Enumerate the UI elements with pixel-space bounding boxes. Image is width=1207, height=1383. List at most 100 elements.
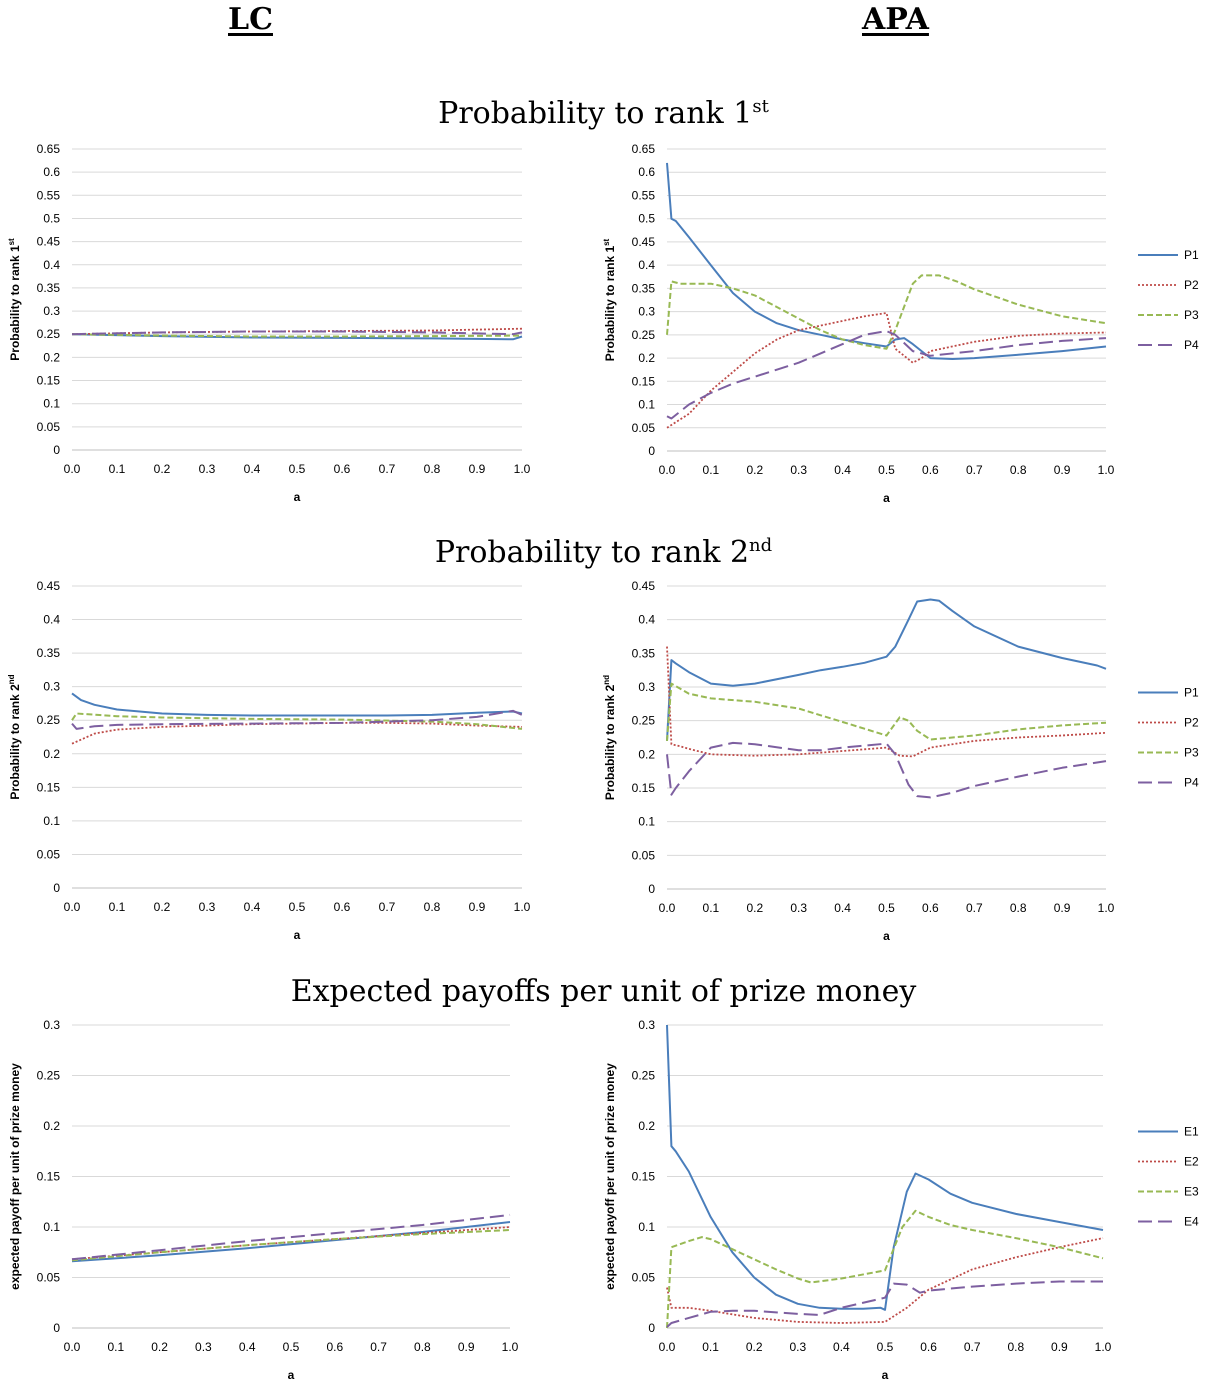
- lc-payoff-xtick-label: 0.5: [283, 1340, 300, 1354]
- lc-payoff-xtick-label: 0.9: [458, 1340, 475, 1354]
- lc-rank2-xtick-label: 0.8: [424, 900, 441, 914]
- apa-rank2-ytick-label: 0.05: [632, 848, 656, 862]
- lc-rank1-xtick-label: 1.0: [514, 462, 531, 476]
- lc-rank2-series-s1-line: [71, 692, 523, 717]
- apa-rank1-legend-label-p1: P1: [1184, 248, 1199, 262]
- lc-rank1-xtick-label: 0.4: [244, 462, 261, 476]
- apa-rank2-series-p2-line: [666, 646, 1107, 758]
- apa-rank1-ytick-label: 0.1: [638, 398, 655, 412]
- lc-rank1-ytick-label: 0.5: [43, 211, 60, 225]
- apa-rank1-ytick-label: 0.25: [632, 328, 656, 342]
- apa-rank2-ytick-label: 0.2: [638, 747, 655, 761]
- apa-rank2-chart: 0 0.05 0.1 0.15 0.2 0.25 0.3 0.35 0.4 0.45 0.0 0.1 0…: [602, 579, 1199, 943]
- apa-rank1-xtick-label: 0.7: [966, 463, 983, 477]
- lc-rank1-ytick-label: 0: [53, 443, 60, 457]
- apa-rank2-series-p4-line: [666, 741, 1107, 799]
- lc-rank1-chart: 0 0.05 0.1 0.15 0.2 0.25 0.3 0.35 0.4 0.45 0.5 0.55…: [7, 142, 531, 504]
- apa-rank1-legend-label-p3: P3: [1184, 308, 1199, 322]
- apa-rank1-ytick-label: 0.5: [638, 212, 655, 226]
- lc-rank2-ytick-label: 0.45: [37, 579, 61, 593]
- apa-rank1-ylabel: Probability to rank 1st: [602, 238, 617, 361]
- lc-rank1-ytick-label: 0.45: [37, 235, 61, 249]
- apa-payoff-xtick-label: 0.8: [1007, 1340, 1024, 1354]
- apa-payoff-series-e2-line: [666, 1237, 1104, 1324]
- lc-rank2-ytick-label: 0: [53, 881, 60, 895]
- apa-rank1-xtick-label: 0.1: [703, 463, 720, 477]
- apa-rank2-xtick-label: 0.8: [1010, 901, 1027, 915]
- apa-payoff-xtick-label: 0.3: [789, 1340, 806, 1354]
- apa-payoff-legend-label-e4: E4: [1184, 1215, 1199, 1229]
- lc-rank2-xtick-label: 0.7: [379, 900, 396, 914]
- apa-rank2-series-p1-line: [666, 598, 1107, 741]
- lc-rank2-ytick-label: 0.25: [37, 713, 61, 727]
- apa-rank1-legend-label-p2: P2: [1184, 278, 1199, 292]
- lc-payoff-ytick-label: 0.3: [43, 1018, 60, 1032]
- lc-payoff-series-s1-line: [71, 1221, 511, 1263]
- lc-rank2-xtick-label: 0.3: [199, 900, 216, 914]
- apa-rank2-legend-label-p1: P1: [1184, 686, 1199, 700]
- apa-payoff-ytick-label: 0.05: [632, 1271, 656, 1285]
- apa-rank2-xtick-label: 0.9: [1054, 901, 1071, 915]
- lc-rank2-ytick-label: 0.4: [43, 613, 60, 627]
- row-title-rank1: Probability to rank 1st: [0, 96, 1207, 131]
- apa-payoff-xtick-label: 0.5: [877, 1340, 894, 1354]
- lc-rank1-series-s4-line: [71, 330, 523, 336]
- lc-rank1-xtick-label: 0.1: [109, 462, 126, 476]
- apa-rank1-xtick-label: 1.0: [1098, 463, 1115, 477]
- lc-rank1-ytick-label: 0.05: [37, 420, 61, 434]
- apa-rank1-xtick-label: 0.2: [746, 463, 763, 477]
- apa-payoff-chart: 0 0.05 0.1 0.15 0.2 0.25 0.3 0.0 0.1 0.2 0.3 0.4 0.5…: [603, 1018, 1199, 1382]
- lc-rank1-ytick-label: 0.4: [43, 258, 60, 272]
- lc-rank2-series-s4-line: [71, 709, 523, 730]
- apa-rank1-ytick-label: 0.3: [638, 305, 655, 319]
- lc-rank1-xtick-label: 0.0: [64, 462, 81, 476]
- apa-rank2-xtick-label: 0.1: [703, 901, 720, 915]
- apa-rank2-ytick-label: 0.35: [632, 646, 656, 660]
- lc-rank2-ylabel: Probability to rank 2nd: [7, 674, 22, 799]
- lc-rank1-xlabel: a: [294, 490, 301, 504]
- apa-rank1-xtick-label: 0.9: [1054, 463, 1071, 477]
- lc-rank2-xtick-label: 0.5: [289, 900, 306, 914]
- apa-payoff-series-e1-line: [666, 1024, 1104, 1311]
- apa-rank1-xtick-label: 0.4: [834, 463, 851, 477]
- apa-payoff-ytick-label: 0: [648, 1321, 655, 1335]
- apa-rank1-xtick-label: 0.3: [790, 463, 807, 477]
- lc-payoff-series-s3-line: [71, 1229, 511, 1262]
- lc-rank2-xtick-label: 0.1: [109, 900, 126, 914]
- lc-rank2-ytick-label: 0.2: [43, 747, 60, 761]
- apa-rank1-ytick-label: 0.55: [632, 188, 656, 202]
- row-title-payoff: Expected payoffs per unit of prize money: [0, 974, 1207, 1009]
- apa-payoff-series-e4-line: [666, 1280, 1103, 1328]
- apa-rank2-series-p3-line: [666, 682, 1107, 741]
- lc-rank1-xtick-label: 0.8: [424, 462, 441, 476]
- apa-payoff-legend-label-e3: E3: [1184, 1185, 1199, 1199]
- apa-rank1-series-p4-line: [666, 330, 1107, 420]
- apa-rank1-xtick-label: 0.6: [922, 463, 939, 477]
- row-title-rank2-main: Probability to rank 2: [434, 535, 750, 570]
- apa-payoff-xtick-label: 0.4: [833, 1340, 850, 1354]
- apa-payoff-legend-label-e1: E1: [1184, 1125, 1199, 1139]
- apa-rank2-ytick-label: 0.4: [638, 613, 655, 627]
- lc-rank1-ytick-label: 0.1: [43, 397, 60, 411]
- apa-rank2-xtick-label: 0.4: [834, 901, 851, 915]
- lc-payoff-ytick-label: 0.1: [43, 1220, 60, 1234]
- lc-rank2-xtick-label: 0.9: [469, 900, 486, 914]
- lc-payoff-ylabel: expected payoff per unit of prize money: [8, 1063, 22, 1290]
- apa-rank2-ylabel: Probability to rank 2nd: [602, 675, 617, 800]
- lc-rank1-ytick-label: 0.6: [43, 165, 60, 179]
- lc-rank2-xtick-label: 0.0: [64, 900, 81, 914]
- apa-rank2-ytick-label: 0.15: [632, 781, 656, 795]
- lc-rank2-series-s3-line: [71, 712, 523, 730]
- apa-rank1-ytick-label: 0.2: [638, 351, 655, 365]
- lc-rank1-ytick-label: 0.55: [37, 188, 61, 202]
- apa-rank2-legend-label-p2: P2: [1184, 716, 1199, 730]
- lc-payoff-series-s4-line: [71, 1213, 511, 1261]
- apa-rank2-xtick-label: 0.3: [790, 901, 807, 915]
- apa-rank1-series-p2-line: [666, 312, 1107, 429]
- apa-payoff-xlabel: a: [882, 1368, 889, 1382]
- apa-rank1-ytick-label: 0.35: [632, 281, 656, 295]
- lc-payoff-ytick-label: 0.15: [37, 1170, 61, 1184]
- apa-payoff-ytick-label: 0.3: [638, 1018, 655, 1032]
- apa-payoff-xtick-label: 0.2: [746, 1340, 763, 1354]
